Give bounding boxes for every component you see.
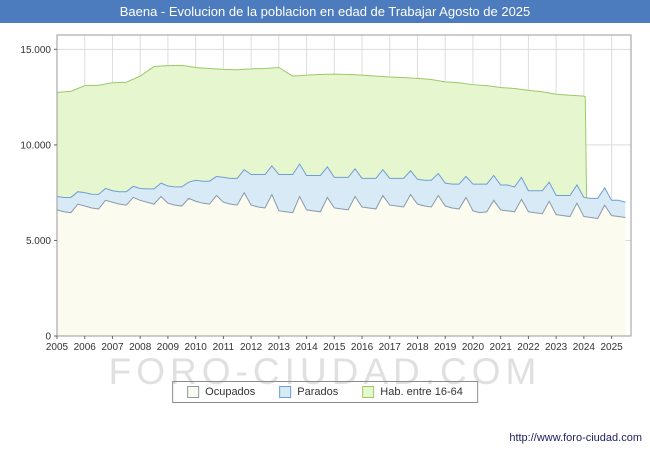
- svg-text:2016: 2016: [351, 342, 374, 353]
- svg-text:2007: 2007: [101, 342, 124, 353]
- legend-label-hab-16-64: Hab. entre 16-64: [380, 386, 463, 398]
- svg-text:2023: 2023: [545, 342, 568, 353]
- svg-text:2005: 2005: [46, 342, 69, 353]
- hab-16-64-swatch-icon: [362, 386, 375, 398]
- legend-label-parados: Parados: [297, 386, 339, 398]
- svg-text:2022: 2022: [517, 342, 540, 353]
- svg-text:2013: 2013: [268, 342, 291, 353]
- svg-text:10.000: 10.000: [20, 140, 51, 151]
- svg-text:2012: 2012: [240, 342, 263, 353]
- ocupados-swatch-icon: [187, 386, 200, 398]
- title-bar: Baena - Evolucion de la poblacion en eda…: [0, 0, 650, 23]
- svg-text:2015: 2015: [323, 342, 346, 353]
- chart-title: Baena - Evolucion de la poblacion en eda…: [119, 4, 531, 19]
- legend-label-ocupados: Ocupados: [205, 386, 256, 398]
- svg-text:2017: 2017: [379, 342, 402, 353]
- svg-text:15.000: 15.000: [20, 45, 51, 56]
- line-ocupados: [56, 191, 626, 220]
- chart-legend: Ocupados Parados Hab. entre 16-64: [172, 381, 478, 403]
- svg-text:2024: 2024: [573, 342, 596, 353]
- plot-border: [56, 34, 632, 337]
- legend-item-hab-16-64: Hab. entre 16-64: [362, 386, 463, 398]
- axis-labels: 2005 2006 2007 2008 2009 2010 2011 2012 2013 2014…: [20, 45, 623, 353]
- svg-text:2009: 2009: [157, 342, 180, 353]
- svg-text:2014: 2014: [295, 342, 318, 353]
- svg-text:2025: 2025: [600, 342, 623, 353]
- svg-text:2011: 2011: [213, 342, 235, 353]
- svg-text:2021: 2021: [490, 342, 513, 353]
- svg-text:2020: 2020: [462, 342, 485, 353]
- line-parados: [56, 163, 626, 203]
- svg-text:2010: 2010: [185, 342, 208, 353]
- svg-text:2019: 2019: [434, 342, 457, 353]
- legend-item-parados: Parados: [279, 386, 338, 398]
- watermark-text: FORO-CIUDAD.COM: [108, 351, 542, 392]
- svg-text:0: 0: [45, 332, 51, 343]
- svg-text:2018: 2018: [406, 342, 429, 353]
- svg-text:2006: 2006: [74, 342, 97, 353]
- footer-link[interactable]: http://www.foro-ciudad.com: [509, 432, 642, 444]
- svg-text:5.000: 5.000: [26, 236, 51, 247]
- svg-text:2008: 2008: [129, 342, 152, 353]
- line-hab-16-64: [56, 64, 588, 202]
- chart-plot: 2005 2006 2007 2008 2009 2010 2011 2012 2013 2014…: [20, 34, 632, 353]
- area-ocupados: [57, 192, 626, 336]
- legend-item-ocupados: Ocupados: [187, 386, 255, 398]
- parados-swatch-icon: [279, 386, 292, 398]
